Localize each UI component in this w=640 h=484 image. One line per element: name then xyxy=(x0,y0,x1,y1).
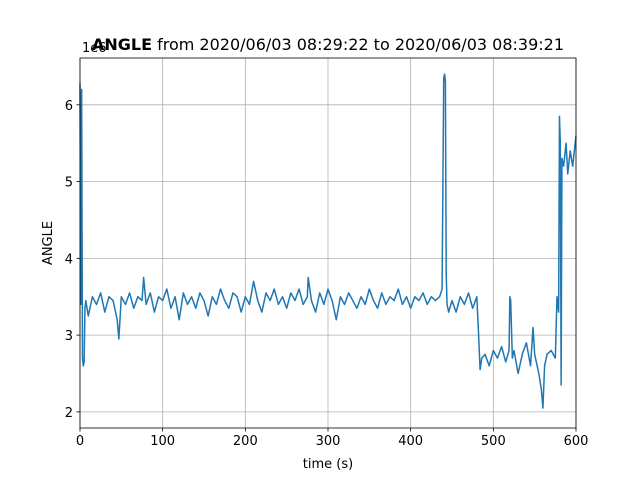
data-line xyxy=(79,73,577,409)
y-tick-label: 2 xyxy=(65,406,73,421)
y-offset-label: 1e6 xyxy=(82,41,107,56)
chart-title: ANGLE from 2020/06/03 08:29:22 to 2020/0… xyxy=(92,35,564,54)
x-tick-label: 600 xyxy=(564,434,589,449)
y-tick-label: 3 xyxy=(65,329,73,344)
y-axis-label: ANGLE xyxy=(41,221,56,265)
x-tick-label: 200 xyxy=(233,434,258,449)
x-tick-label: 0 xyxy=(76,434,84,449)
title-text: from 2020/06/03 08:29:22 to 2020/06/03 0… xyxy=(157,35,564,54)
axes-frame xyxy=(79,57,577,429)
title-bold: ANGLE xyxy=(92,35,152,54)
x-tick-label: 100 xyxy=(150,434,175,449)
y-tick-label: 6 xyxy=(65,99,73,114)
x-tick-label: 400 xyxy=(398,434,423,449)
x-axis-label: time (s) xyxy=(303,457,353,472)
x-tick-label: 300 xyxy=(316,434,341,449)
y-tick-label: 5 xyxy=(65,176,73,191)
y-tick-label: 4 xyxy=(65,252,73,267)
x-tick-label: 500 xyxy=(481,434,506,449)
